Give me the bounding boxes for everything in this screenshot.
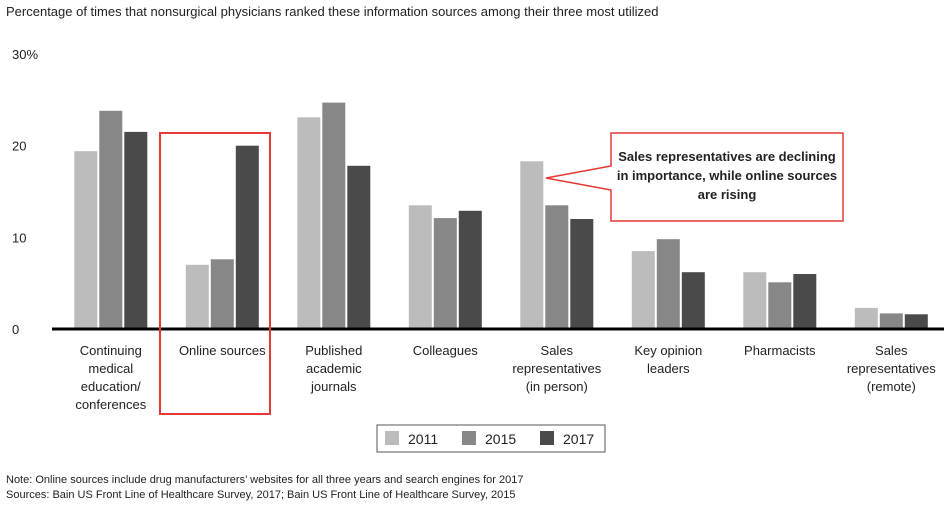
bar-2017	[681, 272, 705, 329]
bar-2017	[904, 314, 928, 329]
y-tick-label: 30%	[12, 47, 38, 62]
bar-2011	[74, 151, 98, 329]
bar-2017	[793, 274, 817, 329]
callout-text: Sales representatives are declining in im…	[617, 149, 837, 202]
legend-label-2015: 2015	[485, 431, 516, 447]
callout-box: Sales representatives are declining in im…	[545, 132, 844, 222]
y-tick-label: 0	[12, 322, 19, 337]
note-text: Note: Online sources include drug manufa…	[6, 474, 524, 486]
bar-2011	[854, 307, 878, 329]
bar-2017	[235, 145, 259, 329]
bar-2015	[99, 110, 123, 329]
legend-label-2011: 2011	[408, 431, 438, 447]
y-tick-label: 10	[12, 230, 26, 245]
bar-2015	[322, 102, 346, 329]
bar-2015	[656, 239, 680, 329]
footnotes: Note: Online sources include drug manufa…	[6, 473, 523, 503]
chart-subtitle: Percentage of times that nonsurgical phy…	[6, 4, 659, 19]
bar-2011	[520, 161, 544, 330]
category-label: Pharmacists	[744, 343, 816, 358]
bar-2015	[210, 259, 234, 329]
bar-2011	[297, 117, 321, 330]
category-label: Key opinion leaders	[634, 343, 702, 376]
bar-2017	[570, 219, 594, 329]
bar-2015	[879, 313, 903, 329]
category-label: Continuing medical education/conferences	[75, 343, 146, 412]
legend: 2011 2015 2017	[376, 424, 606, 453]
bars-group	[74, 102, 928, 330]
category-label: Sales representatives (remote)	[847, 343, 936, 394]
category-label: Online sources	[179, 343, 266, 358]
category-labels: Continuing medical education/conferences On…	[75, 343, 936, 412]
bar-2017	[458, 210, 482, 330]
bar-chart: 0 10 20 30% Continuing medical education/conf…	[12, 47, 944, 453]
bar-2017	[124, 131, 148, 329]
sources-text: Sources: Bain US Front Line of Healthcar…	[6, 489, 516, 501]
callout-border	[545, 132, 844, 222]
legend-swatch-2017	[540, 431, 554, 445]
legend-swatch-2015	[462, 431, 476, 445]
bar-2011	[185, 264, 209, 329]
y-axis-ticks: 0 10 20 30%	[12, 47, 38, 337]
bar-2011	[631, 251, 655, 329]
bar-2011	[408, 205, 432, 330]
category-label: Colleagues	[413, 343, 479, 358]
legend-label-2017: 2017	[563, 431, 594, 447]
legend-frame	[376, 424, 606, 453]
bar-2011	[743, 272, 767, 329]
online-sources-highlight-box	[159, 132, 271, 415]
category-label: Published academic journals	[305, 343, 362, 394]
category-label: Sales representatives (in person)	[512, 343, 601, 394]
bar-2015	[768, 282, 792, 330]
y-tick-label: 20	[12, 139, 26, 154]
bar-2017	[347, 165, 371, 329]
bar-2015	[545, 205, 569, 330]
legend-swatch-2011	[385, 431, 399, 445]
bar-2015	[433, 218, 457, 329]
